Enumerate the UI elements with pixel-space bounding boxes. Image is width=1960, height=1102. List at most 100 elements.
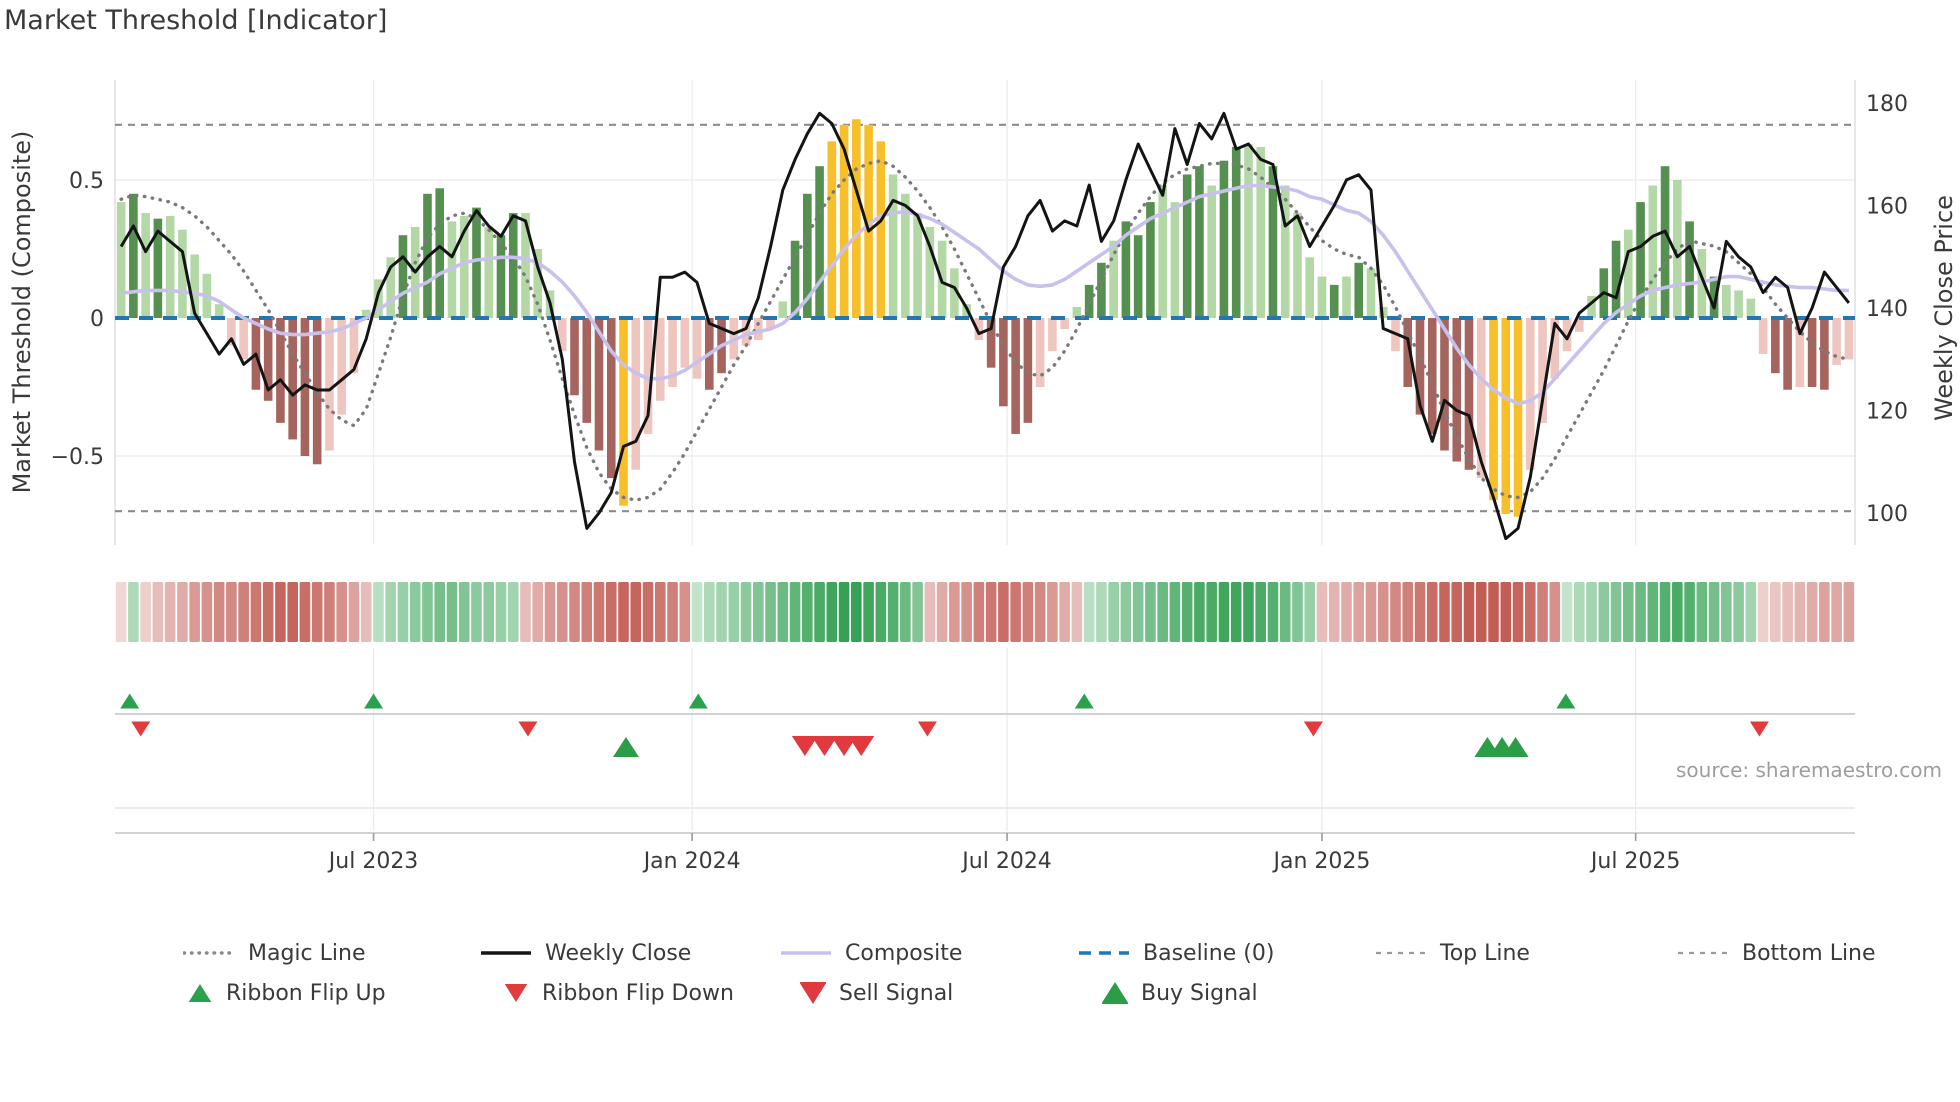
threshold-bar xyxy=(1660,166,1670,318)
x-tick-label: Jul 2024 xyxy=(960,849,1052,874)
ribbon-cell xyxy=(1426,582,1438,642)
ribbon-cell xyxy=(691,582,703,642)
buy-signals xyxy=(612,737,1529,757)
ribbon-cell xyxy=(973,582,985,642)
legend-label: Sell Signal xyxy=(839,980,954,1006)
legend-item-composite: Composite xyxy=(780,938,962,968)
threshold-bar xyxy=(533,249,543,318)
ribbon-flip-down-icon xyxy=(1303,721,1323,737)
threshold-bar xyxy=(557,318,567,352)
ribbon-cell xyxy=(507,582,519,642)
threshold-bar xyxy=(925,226,935,318)
threshold-bar xyxy=(1636,202,1645,318)
threshold-bar xyxy=(1525,318,1535,470)
threshold-bar xyxy=(1133,235,1143,318)
magic-line-group xyxy=(119,158,1851,502)
ribbon-strip xyxy=(115,582,1855,642)
ribbon-cell xyxy=(924,582,936,642)
legend-item-top-line: Top Line xyxy=(1375,938,1530,968)
threshold-bar xyxy=(1783,318,1792,390)
threshold-bar xyxy=(398,235,408,318)
ribbon-cell xyxy=(998,582,1009,642)
ribbon-cell xyxy=(1684,582,1695,642)
x-tick-label: Jan 2024 xyxy=(642,849,741,874)
threshold-bar xyxy=(631,318,641,470)
ribbon-cell xyxy=(1328,582,1340,642)
ribbon-cell xyxy=(593,582,605,642)
ribbon-cell xyxy=(1341,582,1352,642)
ribbon-cell xyxy=(1108,582,1119,642)
threshold-bar xyxy=(668,318,677,387)
threshold-bar xyxy=(692,318,702,379)
threshold-bar xyxy=(864,124,873,318)
threshold-bar xyxy=(349,318,359,374)
ribbon-cell xyxy=(851,582,862,642)
signal-panel xyxy=(115,713,1855,841)
ribbon-flip-up-icon xyxy=(1556,693,1576,709)
threshold-bar xyxy=(655,318,665,401)
ribbon-cell xyxy=(1806,582,1818,642)
ribbon-cell xyxy=(299,582,311,642)
sell-signal-icon xyxy=(791,736,818,756)
threshold-bar xyxy=(1354,262,1364,318)
threshold-bar xyxy=(1170,202,1180,318)
ribbon-cell xyxy=(1267,582,1279,642)
ribbon-cell xyxy=(1390,582,1401,642)
threshold-bar xyxy=(508,213,518,318)
ribbon-cell xyxy=(373,582,384,642)
threshold-bar xyxy=(1219,160,1229,318)
threshold-bar xyxy=(888,174,898,318)
ribbon-cell xyxy=(140,582,151,642)
ribbon-cell xyxy=(1598,582,1610,642)
threshold-bar xyxy=(901,193,910,318)
ribbon-cell xyxy=(1243,582,1254,642)
ribbon-cell xyxy=(1819,582,1830,642)
composite-line-group xyxy=(120,183,1849,406)
legend-item-bottom-line: Bottom Line xyxy=(1677,938,1876,968)
ribbon-cell xyxy=(336,582,347,642)
threshold-bar xyxy=(165,215,175,318)
ribbon-cell xyxy=(1010,582,1021,642)
legend-item-weekly-close: Weekly Close xyxy=(480,938,691,968)
threshold-bar xyxy=(374,279,383,318)
ribbon-cell xyxy=(1145,582,1156,642)
ribbon-cell xyxy=(128,582,139,642)
legend-label: Magic Line xyxy=(248,940,366,966)
legend-item-magic-line: Magic Line xyxy=(183,938,365,968)
x-tick-label: Jan 2025 xyxy=(1272,849,1371,874)
threshold-bar xyxy=(300,318,310,456)
threshold-bar xyxy=(803,193,812,318)
buy-signal-icon xyxy=(1502,737,1529,757)
legend-down-triangle-icon xyxy=(504,984,528,1002)
ribbon-cell xyxy=(360,582,372,642)
sell-signal-icon xyxy=(848,736,875,756)
ribbon-cell xyxy=(1745,582,1757,642)
ribbon-cell xyxy=(385,582,397,642)
ribbon-cell xyxy=(520,582,531,642)
threshold-bar xyxy=(766,318,775,330)
ribbon-cell xyxy=(1500,582,1512,642)
legend-item-sell-signal: Sell Signal xyxy=(800,978,953,1008)
ribbon-cell xyxy=(985,582,997,642)
legend-item-ribbon-flip-down: Ribbon Flip Down xyxy=(503,978,734,1008)
ribbon-cell xyxy=(1034,582,1046,642)
ribbon-cell xyxy=(201,582,213,642)
threshold-bar xyxy=(1195,166,1204,318)
threshold-bar xyxy=(1574,318,1584,332)
threshold-bar xyxy=(1023,318,1033,423)
legend-down-triangle-icon xyxy=(800,982,826,1004)
ribbon-cell xyxy=(1475,582,1487,642)
ribbon-cell xyxy=(1782,582,1793,642)
legend-label: Composite xyxy=(845,940,963,966)
ribbon-cell xyxy=(1022,582,1034,642)
y-tick-label: 140 xyxy=(1866,297,1908,322)
threshold-bar xyxy=(1280,185,1290,318)
threshold-bar xyxy=(337,318,346,415)
threshold-bar xyxy=(913,213,922,318)
threshold-bar xyxy=(386,257,396,318)
ribbon-cell xyxy=(446,582,458,642)
threshold-bar xyxy=(1342,276,1351,318)
threshold-bar xyxy=(790,240,800,318)
threshold-bar xyxy=(1097,262,1106,318)
